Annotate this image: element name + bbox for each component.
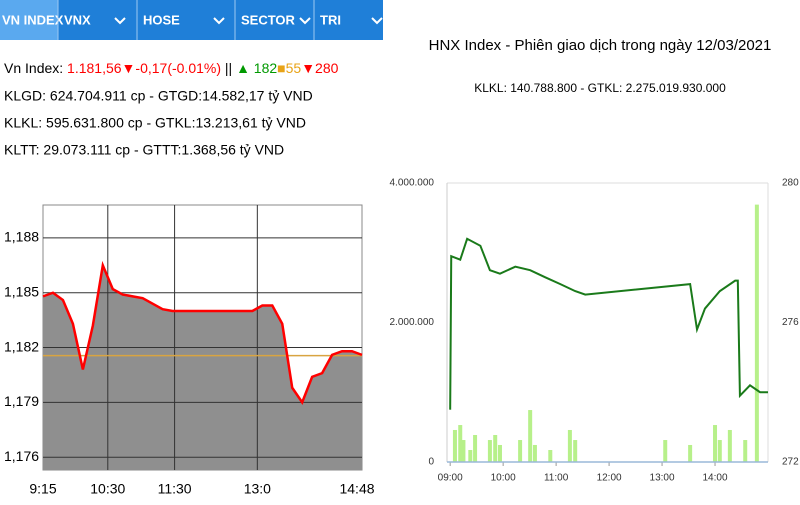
- volume-bar: [743, 440, 748, 462]
- y-tick-label: 1,188: [4, 229, 39, 245]
- dropdown-arrow[interactable]: [114, 17, 126, 25]
- summary-part: ▼-0,17(-0.01%): [122, 60, 221, 76]
- y-tick-label: 2.000.000: [390, 317, 435, 328]
- volume-bar: [573, 440, 578, 462]
- y-tick-label: 4.000.000: [390, 178, 435, 189]
- index-line: [42, 260, 363, 406]
- tab-label[interactable]: HOSE: [143, 12, 180, 27]
- volume-bar: [532, 444, 537, 462]
- active-tab: [0, 0, 58, 40]
- y-tick-label: 0: [428, 457, 434, 468]
- dropdown-arrow[interactable]: [299, 17, 311, 25]
- volume-bar: [468, 450, 473, 462]
- summary-part: Vn Index:: [4, 60, 67, 76]
- volume-bar: [727, 429, 732, 462]
- x-tick-label: 09:00: [438, 473, 463, 484]
- x-tick-label: 11:30: [158, 481, 192, 497]
- x-tick-label: 14:00: [703, 473, 728, 484]
- area-fill: [43, 265, 362, 470]
- y2-tick-label: 272: [782, 457, 799, 468]
- y-tick-label: 1,179: [4, 393, 39, 409]
- volume-bar: [493, 435, 498, 462]
- index-line: [449, 237, 768, 410]
- volume-bar: [663, 440, 668, 462]
- summary-part: ▼280: [301, 60, 338, 76]
- volume-bar: [754, 204, 759, 462]
- volume-bar: [717, 440, 722, 462]
- info-line: KLGD: 624.704.911 cp - GTGD:14.582,17 tỷ…: [4, 88, 313, 104]
- x-tick-label: 9:15: [29, 481, 56, 497]
- dropdown-arrow[interactable]: [371, 17, 383, 25]
- tab-label[interactable]: SECTOR: [241, 12, 296, 27]
- tab-label[interactable]: TRI: [320, 12, 341, 27]
- x-tick-label: 12:00: [597, 473, 622, 484]
- dropdown-arrow[interactable]: [213, 17, 225, 25]
- volume-bar: [461, 440, 466, 462]
- index-summary: Vn Index: 1.181,56▼-0,17(-0.01%) || ▲ 18…: [4, 60, 339, 76]
- summary-part: ▲ 182: [236, 60, 277, 76]
- volume-bar: [567, 429, 572, 462]
- volume-bar: [487, 440, 492, 462]
- volume-bar: [548, 450, 553, 462]
- volume-bar: [497, 444, 502, 462]
- x-tick-label: 10:30: [90, 481, 125, 497]
- info-line: KLKL: 595.631.800 cp - GTKL:13.213,61 tỷ…: [4, 115, 306, 131]
- summary-part: ||: [221, 60, 236, 76]
- summary-part: ■55: [277, 60, 301, 76]
- volume-bar: [458, 425, 463, 462]
- y2-tick-label: 276: [782, 317, 799, 328]
- x-tick-label: 14:48: [339, 481, 374, 497]
- volume-bar: [528, 410, 533, 462]
- y2-tick-label: 280: [782, 178, 799, 189]
- y-tick-label: 1,182: [4, 338, 39, 354]
- volume-bar: [452, 429, 457, 462]
- info-line: KLTT: 29.073.111 cp - GTTT:1.368,56 tỷ V…: [4, 142, 284, 158]
- volume-bar: [473, 435, 478, 462]
- volume-bar: [713, 425, 718, 462]
- y-tick-label: 1,185: [4, 283, 39, 299]
- volume-bar: [688, 444, 693, 462]
- tab-label[interactable]: VNX: [64, 12, 91, 27]
- volume-bar: [518, 440, 523, 462]
- x-tick-label: 10:00: [491, 473, 516, 484]
- chart-subtitle: KLKL: 140.788.800 - GTKL: 2.275.019.930.…: [474, 81, 726, 95]
- y-tick-label: 1,176: [4, 448, 39, 464]
- x-tick-label: 13:00: [650, 473, 675, 484]
- summary-part: 1.181,56: [67, 60, 122, 76]
- x-tick-label: 11:00: [544, 473, 569, 484]
- tab-bar: [0, 0, 383, 40]
- chart-title: HNX Index - Phiên giao dịch trong ngày 1…: [429, 37, 772, 54]
- tab-label[interactable]: VN INDEX: [2, 12, 64, 27]
- x-tick-label: 13:0: [244, 481, 271, 497]
